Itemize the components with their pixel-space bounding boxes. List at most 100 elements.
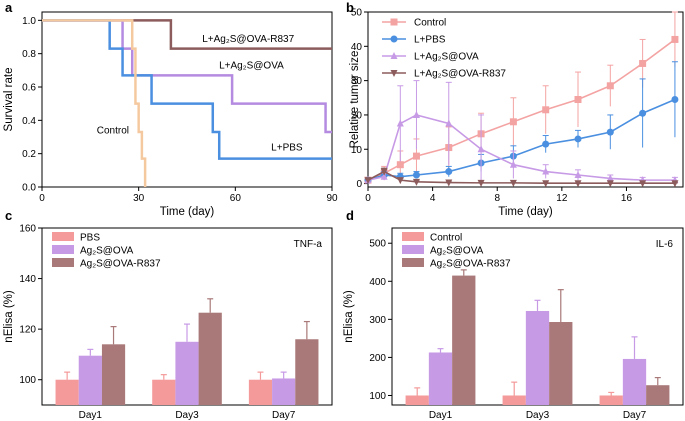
data-point-control <box>671 35 679 43</box>
data-point-l-ag2s-ova <box>509 160 517 168</box>
data-point-l-ag2s-ova-r837 <box>574 180 582 188</box>
y-tick-label: 20 <box>351 110 363 121</box>
y-tick-label: 1.0 <box>22 16 36 27</box>
chart-title: TNF-a <box>294 239 323 250</box>
bar-control <box>502 395 526 405</box>
legend-label: PBS <box>80 233 100 244</box>
x-tick-label: 0 <box>39 193 45 204</box>
series-annotation: L+Ag₂S@OVA <box>219 61 284 72</box>
x-tick-label: 30 <box>133 193 145 204</box>
bar-ag2s-ova-r837 <box>549 322 573 405</box>
tnf-a-bar-chart: 100 120 140 160 nElisa (%) Day1 Day3 Day7 TNF-a P… <box>3 224 333 421</box>
bar-ag2s-ova <box>175 341 199 405</box>
y-tick-label: 200 <box>369 353 386 364</box>
x-axis-label: Time (day) <box>498 206 553 218</box>
x-tick-label: 12 <box>556 193 568 204</box>
y-tick-label: 30 <box>351 76 363 87</box>
y-tick-label: 140 <box>19 274 36 285</box>
data-point-l-ag2s-ova <box>477 145 485 153</box>
series-annotation: L+PBS <box>271 142 303 153</box>
bar-ag2s-ova <box>428 352 453 405</box>
legend-label: L+Ag₂S@OVA <box>414 52 479 63</box>
x-tick-label: 4 <box>430 193 436 204</box>
legend-label: Control <box>414 18 446 29</box>
panel-label-c: c <box>5 208 12 223</box>
y-tick-label: 500 <box>369 239 386 250</box>
legend-label: L+PBS <box>414 35 446 46</box>
x-tick-label: 0 <box>365 193 371 204</box>
data-point-l-ag2s-ova-r837 <box>606 180 614 188</box>
x-tick-label: 90 <box>326 193 338 204</box>
panel-label-a: a <box>5 0 13 15</box>
legend-marker <box>390 18 398 26</box>
data-point-l-pbs <box>574 135 582 143</box>
data-point-l-ag2s-ova <box>606 174 614 182</box>
legend-swatch <box>52 232 74 241</box>
panel-label-b: b <box>346 0 354 15</box>
category-label: Day1 <box>79 410 103 421</box>
legend-label: Ag₂S@OVA <box>80 246 134 257</box>
bar-ag2s-ova <box>622 358 647 405</box>
bar-ag2s-ova-r837 <box>101 344 126 405</box>
data-point-l-ag2s-ova-r837 <box>639 180 647 188</box>
y-tick-label: 50 <box>351 8 363 19</box>
data-point-l-ag2s-ova <box>380 172 388 180</box>
bar-ag2s-ova-r837 <box>646 385 670 405</box>
data-point-l-ag2s-ova-r837 <box>509 179 517 187</box>
category-label: Day3 <box>175 410 199 421</box>
y-tick-label: 0.2 <box>22 149 36 160</box>
data-point-l-ag2s-ova-r837 <box>542 180 550 188</box>
data-point-l-pbs <box>606 128 614 136</box>
series-line-l-ag2s-ova <box>42 19 332 134</box>
y-tick-label: 100 <box>19 375 36 386</box>
y-axis-label: nElisa (%) <box>3 290 15 343</box>
survival-chart: 0.0 0.2 0.4 0.6 0.8 1.0 0 30 60 90 Time (day) Survi… <box>3 11 338 218</box>
series-line-l-pbs <box>42 19 332 160</box>
category-label: Day7 <box>623 410 647 421</box>
data-point-l-pbs <box>542 140 550 148</box>
legend-label: Ag₂S@OVA-R837 <box>430 259 511 270</box>
chart-title: IL-6 <box>656 239 674 250</box>
series-line-l-pbs <box>367 98 676 181</box>
y-tick-label: 0 <box>356 179 362 190</box>
tumor-size-chart: 0 10 20 30 40 50 0 4 8 12 16 Time (day) Relative tum… <box>349 8 684 218</box>
y-tick-label: 100 <box>369 391 386 402</box>
x-tick-label: 60 <box>230 193 242 204</box>
bar-ag2s-ova <box>525 310 550 405</box>
legend-swatch <box>52 258 74 267</box>
y-tick-label: 0.0 <box>22 183 36 194</box>
bar-ag2s-ova-r837 <box>295 339 319 405</box>
panel-label-d: d <box>346 208 354 223</box>
data-point-control <box>509 118 517 126</box>
legend-swatch <box>402 258 424 267</box>
bar-control <box>599 395 623 405</box>
bar-pbs <box>152 379 176 405</box>
series-line-control <box>42 19 147 187</box>
data-point-l-pbs <box>412 171 420 179</box>
data-point-l-ag2s-ova-r837 <box>412 178 420 186</box>
data-point-control <box>574 96 582 103</box>
y-tick-label: 0.6 <box>22 83 36 94</box>
legend-label: Ag₂S@OVA-R837 <box>80 259 161 270</box>
x-tick-label: 16 <box>621 193 633 204</box>
data-point-l-ag2s-ova <box>542 167 550 175</box>
legend-swatch <box>402 245 424 254</box>
series-annotation: L+Ag₂S@OVA-R837 <box>202 34 294 45</box>
y-tick-label: 400 <box>369 277 386 288</box>
y-axis-label: Survival rate <box>3 68 15 132</box>
category-label: Day3 <box>526 410 550 421</box>
legend-swatch <box>402 232 424 241</box>
x-tick-label: 8 <box>494 193 500 204</box>
data-point-l-ag2s-ova-r837 <box>364 177 372 185</box>
y-tick-label: 300 <box>369 315 386 326</box>
data-point-control <box>639 59 647 67</box>
data-point-l-pbs <box>639 109 647 117</box>
y-axis-label: Relative tumor size <box>349 51 361 149</box>
bar-ag2s-ova-r837 <box>198 312 222 405</box>
data-point-l-ag2s-ova <box>445 119 453 127</box>
y-axis-label: nElisa (%) <box>343 290 355 343</box>
data-point-l-pbs <box>671 96 679 103</box>
category-label: Day1 <box>429 410 453 421</box>
legend-label: Control <box>430 233 462 244</box>
